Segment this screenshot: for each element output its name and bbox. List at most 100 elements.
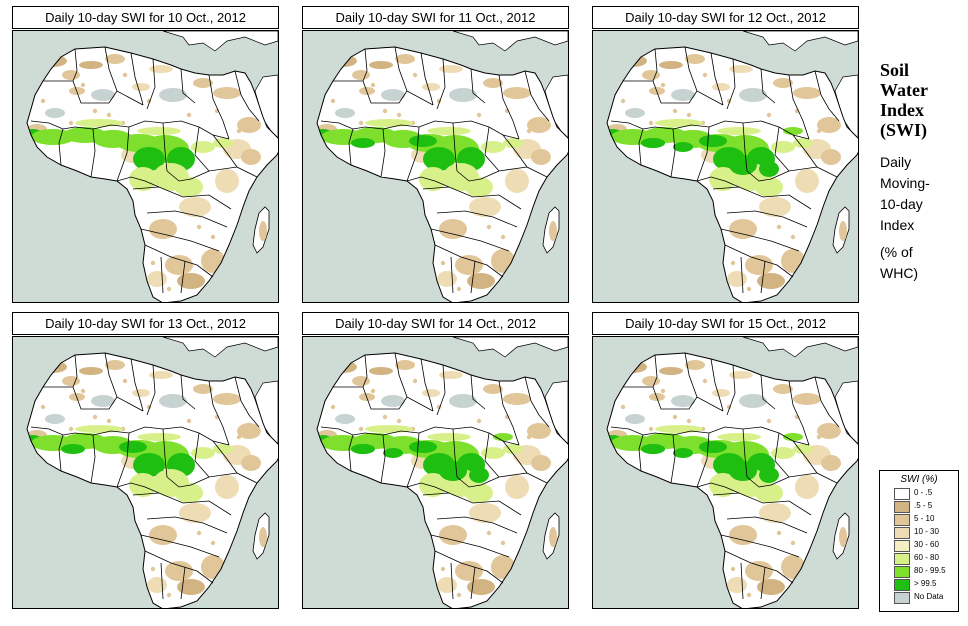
country-border [430, 534, 510, 558]
country-border [146, 364, 156, 416]
country-border [116, 126, 130, 182]
swi-patch [503, 393, 531, 405]
country-border [470, 260, 476, 294]
country-border [470, 566, 476, 600]
swi-patch [467, 579, 495, 595]
swi-speck [196, 224, 202, 230]
panel-title: Daily 10-day SWI for 12 Oct., 2012 [592, 6, 859, 29]
country-border [470, 68, 486, 104]
country-border [726, 516, 808, 534]
swi-patch [179, 197, 211, 217]
country-border [524, 70, 550, 122]
swi-patch [437, 271, 457, 287]
wet-zone [61, 444, 85, 454]
swi-patch [642, 376, 660, 386]
swi-patch [729, 525, 757, 545]
country-border [160, 562, 164, 600]
swi-patch [642, 70, 660, 80]
legend-swatch [894, 540, 910, 552]
country-border [623, 386, 698, 410]
swi-speck [150, 566, 156, 572]
swi-speck [526, 128, 532, 134]
country-border [726, 210, 808, 228]
country-border [180, 374, 196, 410]
swi-patch [439, 219, 467, 239]
legend-label: 60 - 80 [914, 553, 939, 562]
swi-patch [685, 54, 705, 64]
country-border [104, 352, 144, 412]
country-border [146, 210, 228, 228]
country-border [760, 566, 766, 600]
europe-landmass [742, 337, 858, 358]
swi-speck [776, 530, 782, 536]
africa-map-svg [593, 337, 858, 608]
swi-patch [505, 475, 529, 499]
country-border [208, 380, 230, 446]
swi-speck [672, 414, 678, 420]
swi-patch [757, 579, 785, 595]
wet-zone [699, 441, 727, 453]
swi-speck [236, 128, 242, 134]
swi-patch [659, 367, 683, 375]
swi-speck [686, 112, 692, 118]
map-panel-1: Daily 10-day SWI for 10 Oct., 2012 [12, 6, 279, 303]
swi-patch [165, 255, 193, 275]
wet-zone [119, 441, 147, 453]
wet-zone [759, 161, 779, 177]
swi-speck [790, 234, 796, 240]
swi-patch [62, 376, 80, 386]
swi-patch [469, 197, 501, 217]
country-border [652, 48, 658, 82]
country-border [670, 434, 676, 484]
wet-zone [469, 467, 489, 483]
wet-zone [771, 447, 795, 459]
madagascar-swi [839, 527, 847, 547]
country-border [720, 228, 800, 252]
country-border [380, 128, 386, 178]
swi-speck [68, 426, 74, 432]
swi-speck [330, 404, 336, 410]
swi-patch [729, 65, 753, 73]
swi-speck [92, 414, 98, 420]
swi-patch [671, 395, 695, 407]
index-title-line: Soil [880, 60, 910, 80]
swi-patch [45, 414, 65, 424]
country-border [456, 476, 500, 488]
swi-patch [91, 395, 115, 407]
africa-coastline [316, 46, 568, 302]
swi-patch [193, 384, 213, 394]
panel-title: Daily 10-day SWI for 13 Oct., 2012 [12, 312, 279, 335]
index-title-line: Water [880, 80, 928, 100]
index-description-line: Daily [880, 154, 912, 170]
country-border [814, 70, 840, 122]
country-border [434, 244, 504, 278]
swi-speck [166, 286, 172, 292]
swi-patch [531, 455, 551, 471]
swi-patch [793, 393, 821, 405]
map-panel-4: Daily 10-day SWI for 13 Oct., 2012 [12, 312, 279, 609]
swi-patch [132, 83, 150, 91]
wet-zone [133, 147, 165, 171]
country-border [90, 434, 96, 484]
country-border [420, 358, 434, 412]
africa-coastline [26, 46, 278, 302]
country-border [502, 440, 548, 484]
wet-zone [175, 483, 203, 503]
legend-label: .5 - 5 [914, 501, 933, 510]
country-border [638, 128, 644, 166]
swi-patch [483, 78, 503, 88]
wet-zone [755, 483, 783, 503]
swi-speck [106, 418, 112, 424]
country-border [362, 354, 368, 388]
country-border [406, 176, 450, 188]
country-border [792, 134, 838, 178]
swi-patch [745, 255, 773, 275]
madagascar-swi [259, 527, 267, 547]
country-border [72, 48, 78, 82]
swi-patch [381, 395, 405, 407]
map-panel-3: Daily 10-day SWI for 12 Oct., 2012 [592, 6, 859, 303]
country-border [696, 432, 710, 488]
swi-patch [685, 360, 705, 370]
legend-label: 0 - .5 [914, 488, 933, 497]
map-panel-5: Daily 10-day SWI for 14 Oct., 2012 [302, 312, 569, 609]
